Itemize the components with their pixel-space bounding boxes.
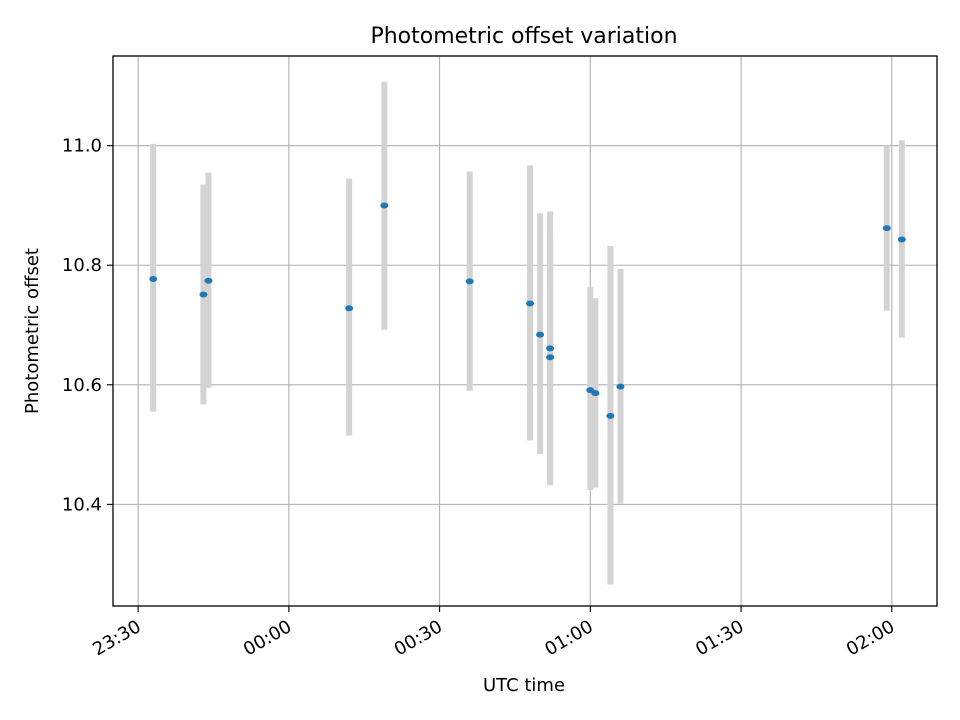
data-point bbox=[882, 225, 891, 232]
data-point bbox=[526, 300, 535, 307]
x-tick-label: 01:30 bbox=[692, 616, 747, 660]
data-point bbox=[616, 383, 625, 390]
data-point bbox=[465, 278, 474, 285]
data-point bbox=[546, 354, 555, 361]
data-point bbox=[199, 291, 208, 298]
data-point bbox=[897, 236, 906, 243]
data-points bbox=[149, 202, 906, 419]
data-point bbox=[380, 202, 389, 209]
data-point bbox=[204, 277, 213, 284]
data-point bbox=[606, 412, 615, 419]
y-axis-label: Photometric offset bbox=[22, 248, 43, 414]
plot-frame bbox=[112, 55, 938, 607]
x-tick-label: 01:00 bbox=[541, 616, 596, 660]
y-tick-label: 10.6 bbox=[62, 375, 102, 396]
x-axis-ticks: 23:30 00:00 00:30 01:00 01:30 02:00 bbox=[89, 606, 898, 660]
data-point bbox=[536, 331, 545, 338]
y-axis-ticks: 10.4 10.6 10.8 11.0 bbox=[62, 136, 113, 515]
y-tick-label: 11.0 bbox=[62, 136, 102, 157]
x-tick-label: 23:30 bbox=[89, 616, 144, 660]
data-point bbox=[546, 345, 555, 352]
data-point bbox=[345, 305, 354, 312]
x-axis-label: UTC time bbox=[483, 675, 565, 696]
grid-lines bbox=[113, 56, 937, 606]
x-tick-label: 02:00 bbox=[843, 616, 898, 660]
data-point bbox=[149, 275, 158, 282]
error-bars bbox=[150, 81, 905, 585]
y-tick-label: 10.4 bbox=[62, 494, 102, 515]
y-tick-label: 10.8 bbox=[62, 255, 102, 276]
x-tick-label: 00:30 bbox=[391, 616, 446, 660]
x-tick-label: 00:00 bbox=[240, 616, 295, 660]
data-point bbox=[591, 390, 600, 397]
chart-title: Photometric offset variation bbox=[370, 24, 677, 49]
